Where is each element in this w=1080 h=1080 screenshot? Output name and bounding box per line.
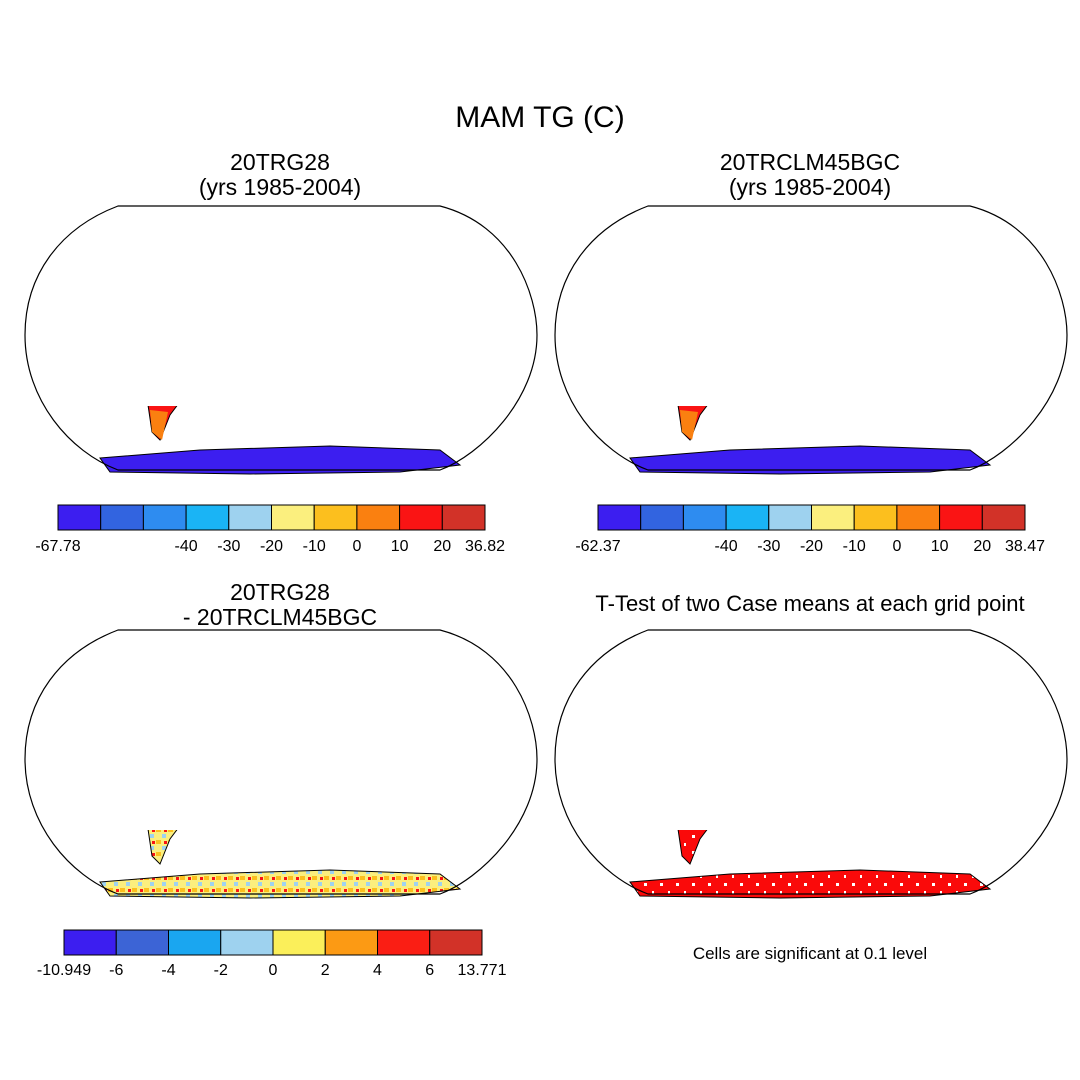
panel2-title-line1: 20TRCLM45BGC <box>719 149 901 175</box>
map-border <box>24 629 538 895</box>
colorbar-tick-label: -30 <box>217 538 240 555</box>
colorbar-swatch <box>313 504 358 531</box>
map-background <box>555 206 1067 470</box>
colorbar-swatch <box>271 504 315 531</box>
colorbar-swatch <box>228 504 273 531</box>
colorbar-tick-label: -10.949 <box>37 962 91 979</box>
colorbar-tick-label: 20 <box>973 538 991 555</box>
colorbar-tick-label: 0 <box>892 538 901 555</box>
panel3-title-line1: 20TRG28 <box>230 579 330 605</box>
map-panel-3 <box>24 629 538 899</box>
colorbar-tick-label: 36.82 <box>465 538 505 555</box>
colorbar-swatch <box>377 929 431 956</box>
colorbar-tick-label: -40 <box>715 538 738 555</box>
colorbar-tick-label: -10 <box>843 538 866 555</box>
colorbar-swatch <box>57 504 102 531</box>
colorbar-tick-label: 38.47 <box>1005 538 1045 555</box>
region-antarctica <box>629 445 992 475</box>
colorbar-tick-label: -10 <box>303 538 326 555</box>
map-border <box>554 205 1068 471</box>
colorbar-swatch <box>981 504 1026 531</box>
colorbar-tick-label: -40 <box>175 538 198 555</box>
colorbar-swatch <box>356 504 401 531</box>
colorbar-tick-label: 6 <box>425 962 434 979</box>
colorbar-swatch <box>853 504 898 531</box>
colorbar-tick-label: 4 <box>373 962 382 979</box>
panel4-title: T-Test of two Case means at each grid po… <box>595 591 1025 616</box>
colorbar-tick-label: -20 <box>260 538 283 555</box>
panel1-title: 20TRG28 (yrs 1985-2004) <box>120 150 440 200</box>
colorbar-swatch <box>168 929 222 956</box>
panel3-title-line2: - 20TRCLM45BGC <box>182 604 378 630</box>
colorbar-swatch <box>429 929 483 956</box>
figure-title: MAM TG (C) <box>455 101 625 134</box>
colorbar-tick-label: 20 <box>433 538 451 555</box>
colorbar-tick-label: 13.771 <box>458 962 507 979</box>
colorbar-swatch <box>115 929 169 956</box>
colorbar-tick-label: 0 <box>269 962 278 979</box>
band-patagonia-warm <box>680 410 698 440</box>
map-background <box>25 206 537 470</box>
colorbar-tick-label: -62.37 <box>575 538 620 555</box>
colorbar-tick-label: 0 <box>352 538 361 555</box>
colorbar-swatch <box>142 504 187 531</box>
colorbar-swatch <box>63 929 117 956</box>
panel1-title-line1: 20TRG28 <box>230 149 330 175</box>
significance-note: Cells are significant at 0.1 level <box>692 944 928 963</box>
colorbar-tick-label: 10 <box>391 538 409 555</box>
colorbar-swatch <box>811 504 855 531</box>
map-border <box>24 205 538 471</box>
colorbar-tick-label: 2 <box>321 962 330 979</box>
land-layer <box>99 406 462 475</box>
region-antarctica <box>99 869 462 899</box>
colorbar-tick-label: -6 <box>109 962 123 979</box>
colorbar-tick-label: -2 <box>214 962 228 979</box>
colorbar-swatch <box>939 504 983 531</box>
colorbar-swatch <box>682 504 727 531</box>
colorbar-swatch <box>441 504 486 531</box>
colorbar-swatch <box>640 504 684 531</box>
colorbar-swatch <box>100 504 144 531</box>
region-southAmerica <box>661 830 736 865</box>
region-southAmerica <box>131 830 206 865</box>
land-layer <box>99 830 462 899</box>
colorbar-tick-label: -67.78 <box>35 538 80 555</box>
panel1-title-line2: (yrs 1985-2004) <box>198 174 362 200</box>
map-panel-1 <box>24 205 538 475</box>
land-layer <box>629 830 992 899</box>
map-panel-2 <box>554 205 1068 475</box>
panel2-title-line2: (yrs 1985-2004) <box>728 174 892 200</box>
band-patagonia-warm <box>150 410 168 440</box>
map-panel-4 <box>554 629 1068 899</box>
region-antarctica <box>629 869 992 899</box>
land-layer <box>629 406 992 475</box>
map-background <box>25 630 537 894</box>
colorbar-swatch <box>597 504 642 531</box>
colorbar-tick-label: 10 <box>931 538 949 555</box>
colorbar-swatch <box>185 504 230 531</box>
colorbar-swatch <box>220 929 274 956</box>
colorbar-swatch <box>768 504 812 531</box>
colorbar-swatch <box>725 504 770 531</box>
colorbar-3: -10.949 -6 -4 -2 0 2 4 6 13.771 <box>37 929 507 979</box>
colorbar-2: -62.37 -40 -30 -20 -10 0 10 20 38.47 <box>575 504 1045 555</box>
colorbar-swatch <box>896 504 941 531</box>
colorbar-tick-label: -20 <box>800 538 823 555</box>
panel2-title: 20TRCLM45BGC (yrs 1985-2004) <box>650 150 970 200</box>
colorbar-tick-label: -4 <box>161 962 175 979</box>
colorbar-swatch <box>399 504 443 531</box>
colorbar-1: -67.78 -40 -30 -20 -10 0 10 20 36.82 <box>35 504 505 555</box>
map-border <box>554 629 1068 895</box>
panel3-title: 20TRG28 - 20TRCLM45BGC <box>120 580 440 630</box>
colorbar-swatch <box>324 929 378 956</box>
colorbar-tick-label: -30 <box>757 538 780 555</box>
map-background <box>555 630 1067 894</box>
region-antarctica <box>99 445 462 475</box>
colorbar-swatch <box>272 929 326 956</box>
